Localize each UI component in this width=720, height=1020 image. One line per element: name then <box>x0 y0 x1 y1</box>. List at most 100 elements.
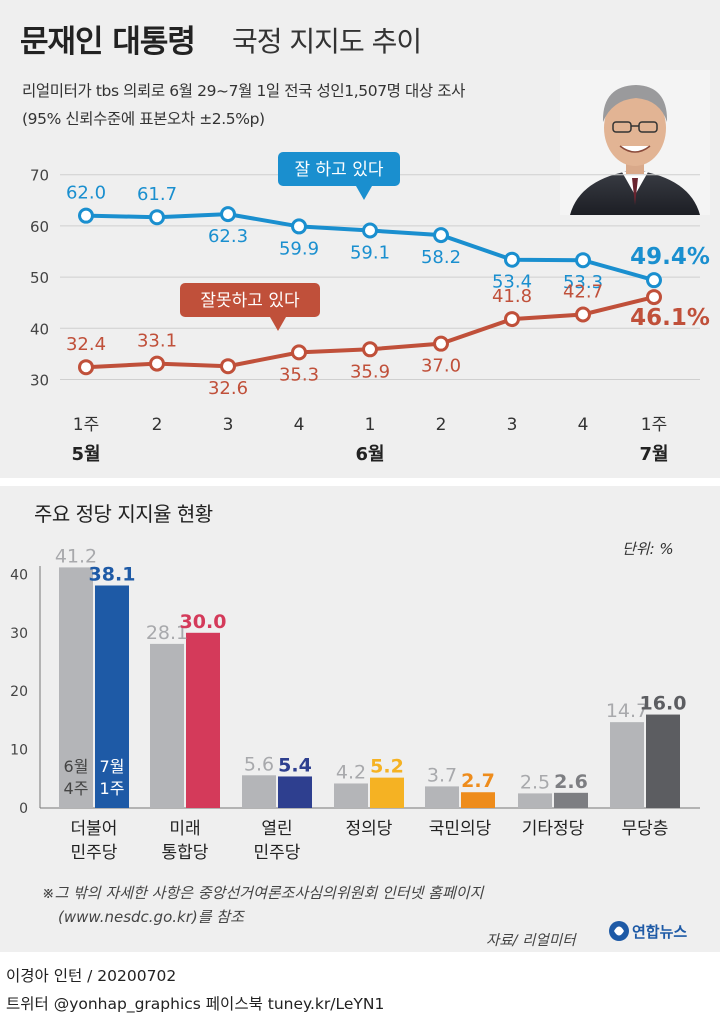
data-label: 62.3 <box>208 226 248 247</box>
y-tick-label: 50 <box>30 269 49 287</box>
legend-label: 잘 하고 있다 <box>294 160 383 180</box>
bar <box>334 783 368 808</box>
category-label: 기타정당 <box>522 819 585 839</box>
legend-pointer <box>270 317 286 331</box>
y-tick-label: 60 <box>30 218 49 236</box>
data-label: 2.7 <box>461 770 495 792</box>
category-label: 더불어 <box>71 819 118 839</box>
data-point <box>504 251 520 268</box>
data-label: 41.2 <box>55 545 97 567</box>
x-tick-label: 4 <box>578 415 589 435</box>
category-label: 정의당 <box>346 819 393 839</box>
bar <box>518 793 552 808</box>
x-tick-label: 3 <box>507 415 518 435</box>
data-point <box>433 335 449 352</box>
data-label: 5.6 <box>244 753 274 775</box>
legend-approve: 잘 하고 있다 <box>278 152 400 200</box>
y-tick-label: 30 <box>30 372 49 390</box>
source-label: 자료/ 리얼미터 <box>486 933 576 949</box>
data-label: 46.1% <box>630 305 710 331</box>
data-point <box>149 355 165 372</box>
bar <box>150 643 184 808</box>
data-label: 41.8 <box>492 286 532 307</box>
y-tick-label: 20 <box>10 684 28 700</box>
data-label: 5.2 <box>370 756 404 778</box>
data-label: 16.0 <box>640 693 687 715</box>
data-label: 33.1 <box>137 331 177 352</box>
bar <box>278 776 312 808</box>
bar <box>242 775 276 808</box>
y-tick-label: 40 <box>30 320 49 338</box>
data-label: 59.9 <box>279 238 319 259</box>
in-bar-label: 1주 <box>100 779 125 798</box>
bar <box>554 792 588 808</box>
data-label: 37.0 <box>421 356 461 377</box>
yonhap-logo-text: 연합뉴스 <box>632 923 687 941</box>
data-point <box>575 252 591 269</box>
footer <box>0 952 720 1020</box>
y-tick-label: 40 <box>10 567 28 583</box>
x-tick-label: 1주 <box>73 415 99 435</box>
in-bar-label: 7월 <box>100 757 125 776</box>
category-label: 민주당 <box>254 843 301 863</box>
y-tick-label: 0 <box>19 801 28 817</box>
category-label: 미래 <box>169 819 200 839</box>
margin-of-error: (95% 신뢰수준에 표본오차 ±2.5%p) <box>22 110 265 128</box>
survey-description: 리얼미터가 tbs 의뢰로 6월 29~7월 1일 전국 성인1,507명 대상… <box>22 82 466 100</box>
bar <box>59 567 93 808</box>
data-point <box>362 222 378 239</box>
page-subtitle: 국정 지지도 추이 <box>232 25 422 58</box>
x-tick-label: 3 <box>223 415 234 435</box>
legend-box <box>278 152 400 186</box>
data-point <box>362 341 378 358</box>
data-point <box>220 358 236 375</box>
data-point <box>646 272 662 289</box>
data-point <box>646 289 662 306</box>
bar <box>186 632 220 808</box>
data-point <box>291 344 307 361</box>
data-label: 62.0 <box>66 183 106 204</box>
bar <box>370 777 404 808</box>
in-bar-label: 4주 <box>64 779 89 798</box>
footnote-url: (www.nesdc.go.kr)를 참조 <box>58 908 244 926</box>
data-point <box>291 218 307 235</box>
data-label: 38.1 <box>89 563 136 585</box>
category-label: 열린 <box>261 819 292 839</box>
y-tick-label: 70 <box>30 167 49 185</box>
data-point <box>220 206 236 223</box>
legend-box <box>180 283 320 317</box>
bar <box>425 786 459 808</box>
month-label: 5월 <box>71 444 100 465</box>
data-point <box>433 227 449 244</box>
legend-label: 잘못하고 있다 <box>200 291 300 311</box>
data-label: 32.4 <box>66 334 106 355</box>
category-label: 무당층 <box>622 819 669 839</box>
president-portrait <box>560 70 710 215</box>
data-label: 59.1 <box>350 243 390 264</box>
data-label: 4.2 <box>336 761 366 783</box>
bar <box>95 585 129 808</box>
footnote: ※그 밖의 자세한 사항은 중앙선거여론조사심의위원회 인터넷 홈페이지 <box>42 884 484 902</box>
bar <box>461 792 495 808</box>
data-point <box>149 209 165 226</box>
data-label: 2.5 <box>520 771 550 793</box>
bar <box>646 714 680 808</box>
x-tick-label: 1 <box>365 415 376 435</box>
data-label: 32.6 <box>208 378 248 399</box>
data-label: 58.2 <box>421 247 461 268</box>
data-point <box>575 306 591 323</box>
data-label: 30.0 <box>180 611 227 633</box>
data-point <box>78 359 94 376</box>
data-label: 42.7 <box>563 281 603 302</box>
data-label: 53.3 <box>563 272 603 293</box>
data-label: 53.4 <box>492 272 532 293</box>
data-label: 61.7 <box>137 184 177 205</box>
category-label: 통합당 <box>162 843 209 863</box>
data-label: 49.4% <box>630 244 710 270</box>
bar <box>610 722 644 808</box>
data-label: 28.1 <box>146 622 188 644</box>
data-label: 14.7 <box>606 700 648 722</box>
data-label: 2.6 <box>554 771 588 793</box>
